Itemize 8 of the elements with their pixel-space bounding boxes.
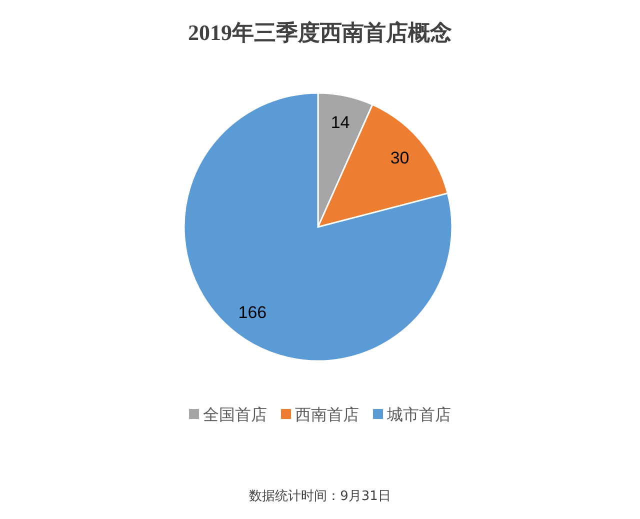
- data-label: 166: [238, 302, 267, 322]
- legend-label: 城市首店: [386, 405, 451, 424]
- data-label: 30: [390, 148, 410, 168]
- legend-label: 全国首店: [203, 405, 267, 424]
- text: 数据统计时间：9月31日: [249, 489, 391, 504]
- chart-title: 2019年三季度西南首店概念: [188, 20, 452, 45]
- data-label: 14: [330, 113, 350, 132]
- legend-label: 西南首店: [295, 405, 359, 424]
